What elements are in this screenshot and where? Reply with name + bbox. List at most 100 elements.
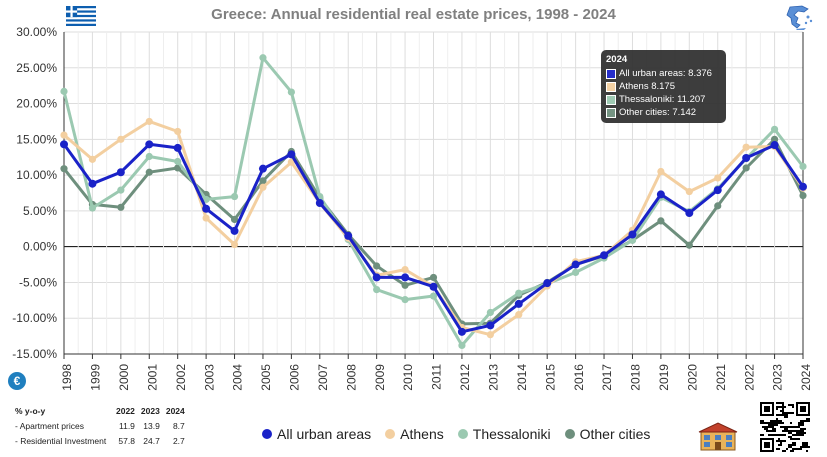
x-tick-label: 1998: [60, 364, 74, 391]
data-point: [116, 168, 125, 177]
data-point: [173, 143, 182, 152]
data-point: [770, 135, 779, 143]
data-point: [344, 231, 353, 240]
data-point: [145, 152, 153, 161]
tooltip-label: Thessaloniki: 11.207: [619, 94, 706, 105]
data-point: [373, 262, 381, 270]
stats-header-cell: 2023: [140, 405, 160, 416]
data-point: [628, 230, 637, 239]
x-tick-label: 2016: [572, 364, 586, 391]
data-point: [770, 125, 779, 133]
data-point: [799, 182, 807, 191]
x-tick-label: 2020: [685, 364, 699, 391]
series-group: [60, 54, 807, 350]
legend-label: Athens: [400, 426, 444, 442]
x-tick-label: 2014: [515, 364, 529, 391]
data-point: [258, 164, 267, 173]
data-point: [202, 204, 211, 213]
data-point: [515, 311, 523, 319]
legend-item[interactable]: Other cities: [564, 426, 651, 442]
legend-item[interactable]: Thessaloniki: [457, 426, 551, 442]
data-point: [514, 299, 523, 308]
x-tick-label: 2003: [202, 364, 216, 391]
data-point: [401, 265, 409, 274]
x-tick-label: 2000: [117, 364, 131, 391]
stats-header-row: % y-o-y 2022 2023 2024: [12, 403, 188, 418]
house-icon: [698, 421, 738, 451]
tooltip-label: Other cities: 7.142: [619, 107, 697, 118]
data-point: [714, 174, 722, 182]
tooltip-label: All urban areas: 8.376: [619, 68, 712, 79]
data-point: [373, 286, 381, 294]
x-tick-label: 2023: [771, 364, 785, 391]
stats-cell: - Apartment prices: [15, 420, 84, 431]
data-point: [60, 140, 68, 149]
data-point: [145, 117, 153, 126]
tooltip-swatch: [606, 94, 616, 105]
x-tick-label: 2021: [714, 364, 728, 391]
legend-label: Other cities: [579, 426, 651, 442]
data-point: [259, 54, 267, 62]
stats-cell: 2.7: [172, 435, 185, 446]
data-point: [174, 127, 182, 136]
x-tick-label: 2009: [373, 364, 387, 391]
x-tick-label: 2002: [174, 364, 188, 391]
greece-flag-icon: [66, 6, 96, 26]
axes: -15.00% -10.00% -5.00% 0.00% 5.00% 10.00% 15.0…: [12, 25, 813, 391]
x-tick-label: 2013: [487, 364, 501, 391]
data-point: [571, 260, 580, 269]
y-tick-label: -10.00%: [12, 311, 57, 325]
data-point: [458, 341, 466, 350]
tooltip-swatch: [606, 81, 616, 92]
stats-cell: 8.7: [172, 420, 185, 431]
y-tick-label: -15.00%: [12, 347, 57, 361]
data-point: [60, 87, 68, 95]
y-tick-label: 30.00%: [16, 25, 57, 39]
x-tick-label: 2006: [288, 364, 302, 391]
data-point: [515, 289, 523, 297]
data-point: [657, 167, 665, 176]
tooltip-row: All urban areas: 8.376: [606, 67, 721, 80]
data-point: [429, 282, 438, 291]
stats-header-cell: % y-o-y: [15, 405, 46, 416]
legend-item[interactable]: Athens: [385, 426, 444, 442]
data-point: [202, 195, 210, 204]
data-point: [88, 204, 97, 212]
data-point: [742, 143, 750, 151]
x-tick-label: 2010: [401, 364, 415, 391]
data-point: [287, 150, 296, 159]
data-point: [230, 215, 239, 224]
data-point: [259, 183, 267, 191]
data-point: [657, 217, 665, 225]
tooltip-row: Other cities: 7.142: [606, 106, 721, 119]
stats-cell: 57.8: [118, 435, 135, 446]
stats-row: - Residential Investment 57.8 24.7 2.7: [12, 433, 188, 448]
data-point: [202, 214, 210, 222]
legend-dot: [457, 429, 468, 439]
data-point: [799, 191, 807, 200]
data-point: [401, 296, 409, 304]
legend-item[interactable]: All urban areas: [262, 426, 371, 442]
data-point: [287, 158, 295, 166]
data-point: [600, 251, 609, 260]
y-tick-label: 15.00%: [16, 132, 57, 146]
greece-map-icon: [782, 3, 816, 31]
x-tick-label: 2001: [145, 364, 159, 391]
x-tick-label: 1999: [89, 364, 103, 391]
tooltip-title: 2024: [606, 54, 628, 65]
info-icon[interactable]: €: [8, 372, 26, 390]
data-point: [401, 273, 410, 282]
x-tick-label: 2019: [657, 364, 671, 391]
data-point: [656, 190, 665, 199]
data-point: [145, 168, 153, 176]
data-point: [486, 308, 494, 317]
data-point: [429, 273, 438, 282]
data-point: [770, 141, 779, 150]
y-tick-label: 0.00%: [23, 240, 57, 254]
legend-dot: [385, 429, 396, 439]
data-point: [742, 153, 751, 162]
data-point: [117, 203, 125, 211]
data-point: [315, 199, 324, 208]
data-point: [60, 165, 68, 173]
data-point: [572, 268, 580, 277]
